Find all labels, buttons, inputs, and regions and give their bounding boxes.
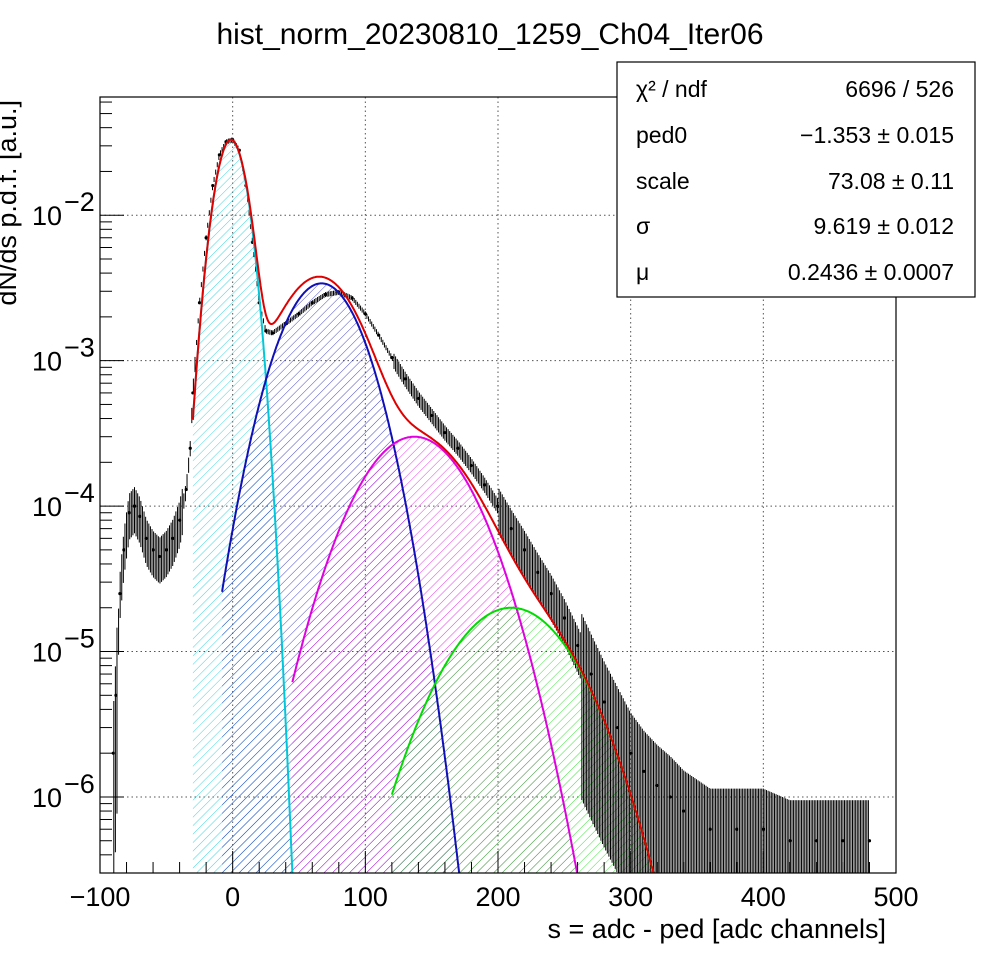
stat-value-ped0: −1.353 ± 0.015 <box>800 122 954 148</box>
stat-label-mu: μ <box>636 259 649 285</box>
x-tick-label: −100 <box>70 882 131 912</box>
y-tick-exponent: −6 <box>64 769 95 799</box>
stat-label-sigma: σ <box>636 213 650 239</box>
stat-label-ped0: ped0 <box>636 122 687 148</box>
stat-label-chi2: χ² / ndf <box>636 76 707 102</box>
component-curve-3 <box>291 435 579 873</box>
histogram-point <box>111 751 115 755</box>
stats-box-frame <box>616 61 976 298</box>
total-fit-curve <box>191 138 655 873</box>
x-axis: −100 0 100 200 300 400 500 <box>70 851 919 912</box>
y-tick-exponent: −5 <box>64 624 95 654</box>
component-curve-2 <box>221 282 461 873</box>
x-tick-label: 400 <box>741 882 786 912</box>
stat-value-scale: 73.08 ± 0.11 <box>828 168 954 194</box>
y-tick-label: 10 <box>32 492 62 522</box>
x-tick-label: 300 <box>608 882 653 912</box>
y-tick-label: 10 <box>32 783 62 813</box>
stat-value-mu: 0.2436 ± 0.0007 <box>788 259 954 285</box>
stat-label-scale: scale <box>636 168 690 194</box>
fit-curves <box>191 138 655 873</box>
x-tick-label: 0 <box>225 882 240 912</box>
stat-value-chi2: 6696 / 526 <box>845 76 954 102</box>
x-tick-label: 500 <box>873 882 918 912</box>
y-tick-label: 10 <box>32 347 62 377</box>
y-tick-exponent: −2 <box>64 187 95 217</box>
histogram-point <box>197 301 202 305</box>
x-tick-label: 200 <box>475 882 520 912</box>
fit-statistics-box: χ² / ndf 6696 / 526 ped0 −1.353 ± 0.015 … <box>616 61 976 298</box>
y-tick-exponent: −3 <box>64 333 95 363</box>
y-tick-exponent: −4 <box>64 478 95 508</box>
chart-title: hist_norm_20230810_1259_Ch04_Iter06 <box>216 18 763 51</box>
x-axis-label: s = adc - ped [adc channels] <box>548 914 886 944</box>
y-tick-label: 10 <box>32 201 62 231</box>
x-tick-label: 100 <box>343 882 388 912</box>
y-axis: 10−610−510−410−310−2 <box>32 101 124 874</box>
y-tick-label: 10 <box>32 638 62 668</box>
y-axis-label: dN/ds p.d.f. [a.u.] <box>0 100 22 306</box>
stat-value-sigma: 9.619 ± 0.012 <box>813 213 954 239</box>
